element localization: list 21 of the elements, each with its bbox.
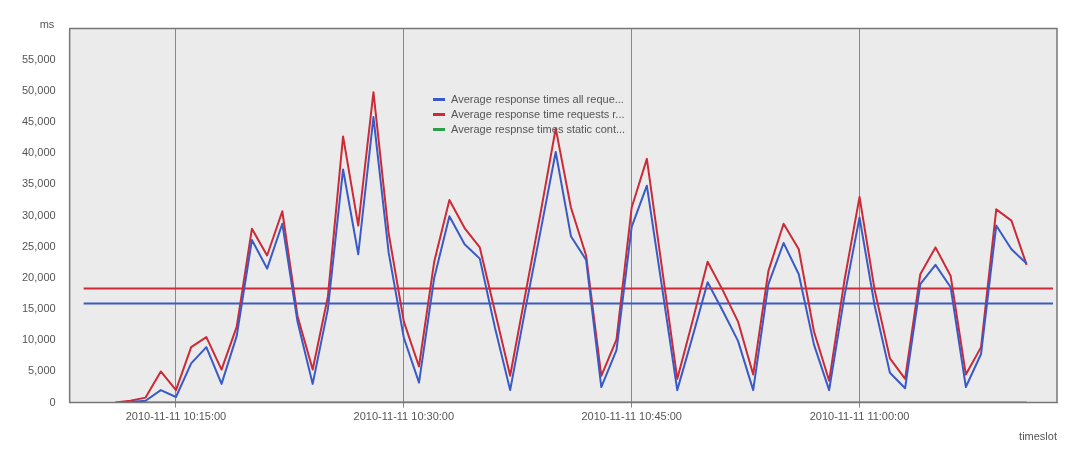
- x-tick-label: 2010-11-11 10:30:00: [353, 410, 455, 423]
- y-tick-label: 55,000: [21, 52, 56, 65]
- y-tick-label: 15,000: [21, 302, 56, 315]
- x-tick-label: 2010-11-11 10:15:00: [125, 410, 227, 423]
- legend-label: Average respnse times static cont...: [451, 121, 626, 137]
- y-tick-label: 45,000: [21, 115, 56, 128]
- x-axis-title: timeslot: [1019, 430, 1057, 443]
- x-tick-label: 2010-11-11 10:45:00: [581, 410, 682, 423]
- y-tick-label: 5,000: [28, 364, 56, 377]
- y-tick-label: 0: [49, 395, 56, 408]
- y-tick-label: 35,000: [21, 177, 56, 190]
- y-axis-title: ms: [39, 18, 55, 30]
- legend-label: Average response time requests r...: [451, 106, 625, 122]
- y-tick-label: 40,000: [21, 146, 56, 159]
- x-tick-label: 2010-11-11 11:00:00: [809, 410, 910, 423]
- y-tick-label: 30,000: [21, 208, 56, 221]
- y-tick-label: 20,000: [21, 270, 56, 283]
- y-tick-label: 25,000: [21, 239, 56, 252]
- y-tick-label: 50,000: [21, 83, 56, 96]
- legend-label: Average response times all reque...: [451, 91, 624, 107]
- y-tick-label: 10,000: [21, 333, 56, 346]
